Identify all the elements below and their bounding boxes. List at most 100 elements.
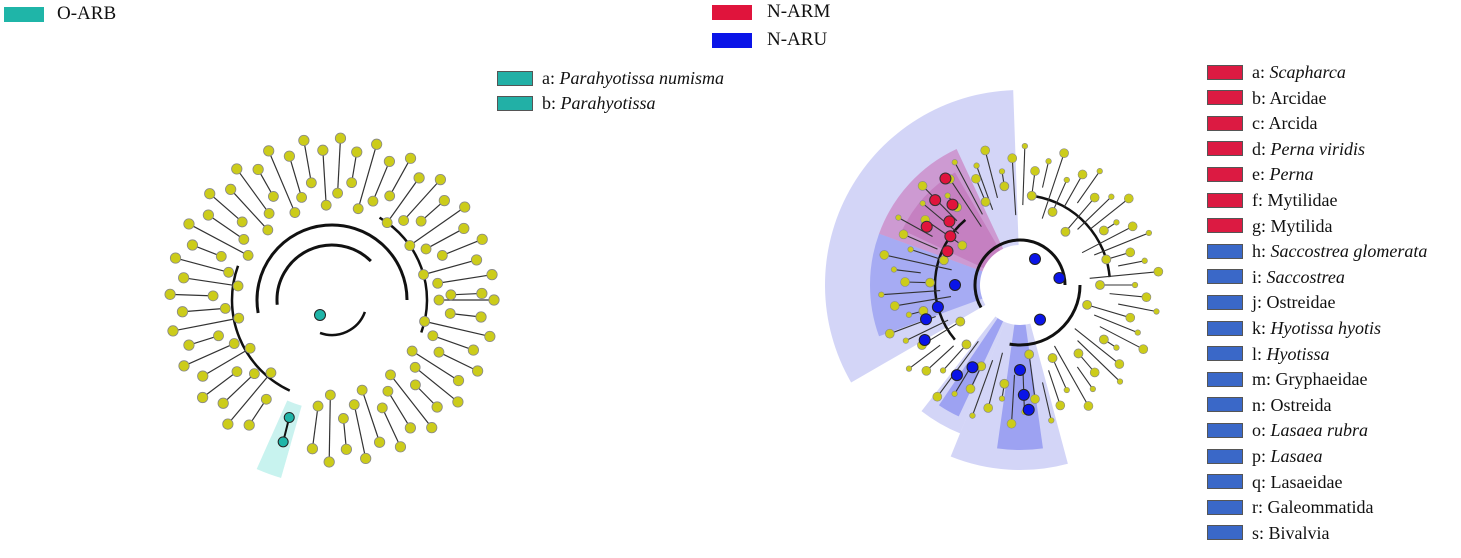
leaf-branch [922, 202, 960, 234]
leaf-branch [202, 347, 251, 377]
inner-node [382, 385, 394, 397]
right-key-item: j: Ostreidae [1207, 291, 1335, 313]
leaf-branch [337, 138, 342, 194]
inner-node [409, 361, 421, 373]
n-aru-node [1029, 253, 1041, 266]
leaf-branch [1074, 328, 1120, 365]
inner-node [376, 402, 388, 414]
leaf-branch [908, 344, 941, 370]
leaf-node [458, 222, 470, 235]
leaf-node [1125, 312, 1136, 323]
leaf-node [939, 367, 947, 374]
right-key-taxon: Arcidae [1269, 87, 1327, 108]
leaf-node [176, 306, 189, 318]
leaf-branch [268, 150, 296, 213]
leaf-branch [328, 394, 331, 462]
leaf-node [1116, 378, 1124, 385]
leaf-node [404, 422, 416, 434]
left-key-swatch [497, 95, 533, 111]
right-key-item: s: Bivalvia [1207, 522, 1330, 544]
leaf-branch [905, 319, 949, 342]
leaf-node [1113, 344, 1120, 351]
leaf-node [1125, 247, 1136, 258]
leaf-node [1113, 219, 1120, 226]
tree-branch [319, 311, 367, 337]
inner-node [1047, 207, 1058, 217]
right-key-taxon: Saccostrea [1266, 266, 1345, 287]
leaf-node [263, 145, 275, 157]
leaf-node [900, 277, 910, 287]
leaf-branch [1086, 304, 1131, 319]
right-key-letter: m: [1252, 369, 1276, 390]
leaf-node [197, 370, 209, 382]
right-key-swatch [1207, 499, 1243, 515]
leaf-branch [311, 406, 319, 449]
leaf-branch [884, 254, 952, 271]
leaf-branch [170, 293, 214, 297]
leaf-node [1131, 281, 1139, 289]
leaf-node [1138, 344, 1149, 354]
leaf-branch [1052, 357, 1068, 391]
right-key-letter: h: [1252, 241, 1271, 262]
right-key-swatch [1207, 397, 1243, 413]
inner-node [381, 217, 393, 229]
right-key-letter: l: [1252, 343, 1267, 364]
right-key-letter: j: [1252, 292, 1267, 313]
n-arm-highlight-wedge [879, 149, 1004, 272]
inner-node [444, 308, 456, 319]
leaf-branch [1065, 197, 1096, 233]
inner-node [1082, 299, 1093, 310]
n-aru-node [1017, 388, 1030, 401]
leaf-node [951, 390, 958, 397]
inner-node [263, 208, 275, 219]
leaf-node [426, 422, 438, 434]
leaf-branch [227, 372, 272, 425]
right-key-taxon: Hyotissa hyotis [1270, 318, 1382, 338]
leaf-branch [1118, 260, 1145, 267]
o-arb-node [277, 436, 289, 448]
inner-node [346, 177, 358, 189]
leaf-node [905, 365, 913, 372]
leaf-branch [381, 407, 402, 448]
right-key-taxon: Ostreidae [1266, 292, 1336, 313]
leaf-node [334, 132, 347, 144]
inner-node [231, 366, 243, 378]
n-aru-label: N-ARU [767, 29, 828, 50]
o-arb-swatch [4, 6, 44, 22]
leaf-node [1127, 221, 1138, 232]
inner-node [223, 266, 235, 278]
left-key-item: a: Parahyotissa numisma [497, 67, 724, 89]
leaf-branch [437, 274, 493, 284]
right-key-letter: g: [1252, 215, 1271, 236]
leaf-branch [1093, 232, 1150, 256]
leaf-node [932, 391, 943, 402]
right-key-swatch [1207, 90, 1243, 106]
inner-node [999, 181, 1010, 192]
leaf-node [907, 246, 914, 253]
leaf-node [383, 155, 396, 168]
n-aru-swatch [712, 32, 752, 48]
leaf-branch [188, 223, 249, 256]
right-key-item: q: Lasaeidae [1207, 471, 1342, 493]
n-aru-highlight-fan [921, 316, 1006, 434]
leaf-node [438, 195, 450, 207]
leaf-branch [425, 227, 465, 250]
n-aru-highlight-wedge [997, 324, 1043, 450]
leaf-branch [971, 359, 994, 416]
leaf-node [488, 294, 500, 306]
leaf-node [1123, 193, 1134, 204]
right-key-item: l: Hyotissa [1207, 343, 1330, 365]
leaf-node [452, 396, 464, 408]
right-key-letter: i: [1252, 266, 1267, 287]
tree-branch [1009, 284, 1082, 347]
leaf-node [1096, 168, 1103, 175]
right-key-taxon: Perna [1269, 164, 1314, 185]
leaf-node [1141, 292, 1152, 302]
leaf-node [983, 403, 994, 413]
leaf-node [197, 391, 209, 404]
inner-node [338, 413, 349, 424]
leaf-node [971, 173, 981, 184]
leaf-node [998, 395, 1006, 402]
leaf-branch [386, 177, 420, 224]
inner-node [289, 207, 301, 218]
